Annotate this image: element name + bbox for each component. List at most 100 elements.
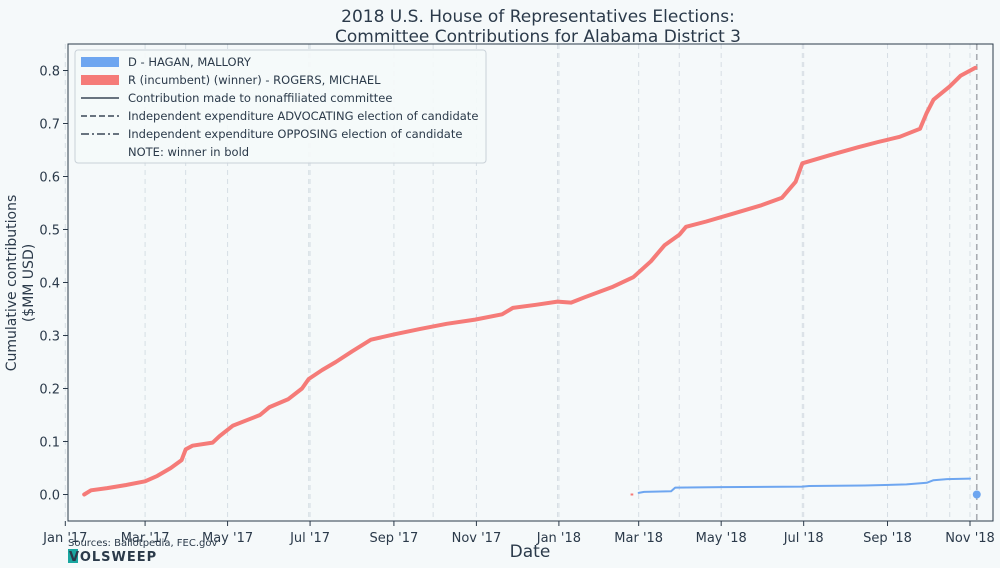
legend-label: R (incumbent) (winner) - ROGERS, MICHAEL	[128, 73, 381, 87]
data-point	[335, 362, 336, 363]
y-tick-label: 0.7	[39, 118, 60, 133]
data-point	[949, 86, 950, 87]
data-point	[107, 488, 108, 489]
chart-title-line-2: Committee Contributions for Alabama Dist…	[335, 27, 741, 47]
legend-label: Independent expenditure ADVOCATING elect…	[128, 109, 478, 123]
series-line-rogers	[82, 65, 978, 497]
x-tick-label: Sep '17	[370, 531, 419, 546]
data-point	[502, 314, 503, 315]
legend-swatch	[81, 57, 119, 67]
data-point	[192, 445, 193, 446]
x-tick-label: Jul '18	[783, 531, 824, 546]
data-point	[370, 339, 371, 340]
x-tick-label: Mar '18	[614, 531, 663, 546]
y-tick-label: 0.1	[39, 436, 60, 451]
data-point	[926, 112, 927, 113]
y-tick-label: 0.0	[39, 489, 60, 504]
sources-note: Sources: Ballotpedia, FEC.gov	[68, 538, 217, 549]
data-point	[947, 479, 948, 480]
chart-title-line-1: 2018 U.S. House of Representatives Elect…	[341, 7, 735, 27]
legend-swatch	[81, 75, 119, 85]
data-point	[535, 304, 536, 305]
series-lines	[82, 65, 981, 499]
data-point	[638, 492, 639, 493]
data-point	[675, 487, 676, 488]
y-axis-label-line-1: Cumulative contributions	[4, 195, 20, 372]
data-point	[260, 415, 261, 416]
data-point	[557, 301, 558, 302]
y-tick-label: 0.5	[39, 224, 60, 239]
legend-label: Contribution made to nonaffiliated commi…	[128, 91, 392, 105]
data-point	[308, 379, 309, 380]
data-point	[760, 205, 761, 206]
data-point	[571, 302, 572, 303]
y-tick-label: 0.4	[39, 277, 60, 292]
data-point	[795, 181, 796, 182]
brand-logo-mark	[68, 549, 78, 563]
data-point	[970, 478, 971, 479]
data-point	[644, 491, 645, 492]
x-tick-label: Jul '17	[289, 531, 330, 546]
y-tick-label: 0.6	[39, 171, 60, 186]
data-point	[650, 261, 651, 262]
data-point	[664, 245, 665, 246]
data-point	[671, 491, 672, 492]
legend: D - HAGAN, MALLORY R (incumbent) (winner)…	[74, 49, 487, 164]
x-tick-label: Nov '17	[452, 531, 502, 546]
data-point	[352, 351, 353, 352]
x-axis: Jan '17 Mar '17 May '17 Jul '17 Sep '17 Nov '…	[42, 521, 995, 546]
x-tick-label: Jan '17	[42, 531, 87, 546]
data-point	[933, 99, 934, 100]
data-point	[91, 490, 92, 491]
y-axis-label-line-2: ($MM USD)	[21, 244, 37, 322]
data-point	[145, 481, 146, 482]
data-point	[864, 485, 865, 486]
data-point	[899, 136, 900, 137]
hagan-end-marker	[972, 490, 981, 499]
data-point	[782, 197, 783, 198]
legend-label: Independent expenditure OPPOSING electio…	[128, 127, 462, 141]
data-point	[584, 297, 585, 298]
data-point	[721, 487, 722, 488]
x-tick-label: Nov '18	[945, 531, 995, 546]
brand-logo-text: VOLSWEEP	[69, 550, 157, 565]
data-point	[126, 485, 127, 486]
data-point	[219, 436, 220, 437]
legend-label: D - HAGAN, MALLORY	[128, 55, 252, 69]
y-tick-label: 0.2	[39, 383, 60, 398]
data-point	[933, 480, 934, 481]
data-point	[288, 399, 289, 400]
data-point	[185, 449, 186, 450]
data-point	[302, 388, 303, 389]
x-axis-label: Date	[510, 542, 551, 562]
data-point	[802, 163, 803, 164]
data-point	[246, 420, 247, 421]
data-point	[633, 277, 634, 278]
legend-label: NOTE: winner in bold	[128, 145, 249, 159]
data-point	[170, 468, 171, 469]
data-point	[809, 486, 810, 487]
x-tick-label: Sep '18	[863, 531, 912, 546]
data-point	[706, 221, 707, 222]
y-tick-label: 0.3	[39, 330, 60, 345]
data-point	[679, 234, 680, 235]
data-point	[857, 147, 858, 148]
data-point	[926, 482, 927, 483]
data-point	[233, 425, 234, 426]
y-tick-label: 0.8	[39, 65, 60, 80]
data-point	[686, 226, 687, 227]
data-point	[878, 142, 879, 143]
data-point	[613, 286, 614, 287]
data-point	[181, 460, 182, 461]
data-point	[975, 67, 976, 68]
data-point	[212, 442, 213, 443]
data-point	[157, 475, 158, 476]
data-point	[829, 155, 830, 156]
data-point	[322, 370, 323, 371]
data-point	[920, 128, 921, 129]
x-tick-label: May '18	[696, 531, 747, 546]
data-point	[84, 494, 85, 495]
data-point	[960, 75, 961, 76]
data-point	[393, 334, 394, 335]
